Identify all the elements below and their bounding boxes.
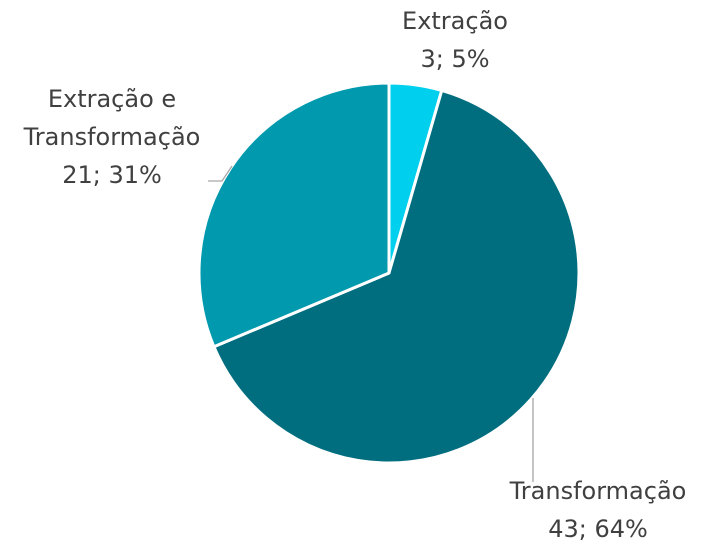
data-label: Extração 3; 5%: [355, 2, 555, 78]
category-label: Transformação: [509, 477, 687, 505]
data-label: Extração e Transformação 21; 31%: [2, 80, 222, 194]
value-label: 3; 5%: [420, 45, 490, 73]
value-label: 43; 64%: [548, 515, 648, 543]
data-label: Transformação 43; 64%: [488, 472, 702, 544]
leader-line: [208, 165, 233, 182]
value-label: 21; 31%: [62, 161, 162, 189]
category-label: Extração: [402, 7, 508, 35]
pie-slice: [212, 88, 581, 465]
category-label: Extração e Transformação: [23, 85, 201, 151]
